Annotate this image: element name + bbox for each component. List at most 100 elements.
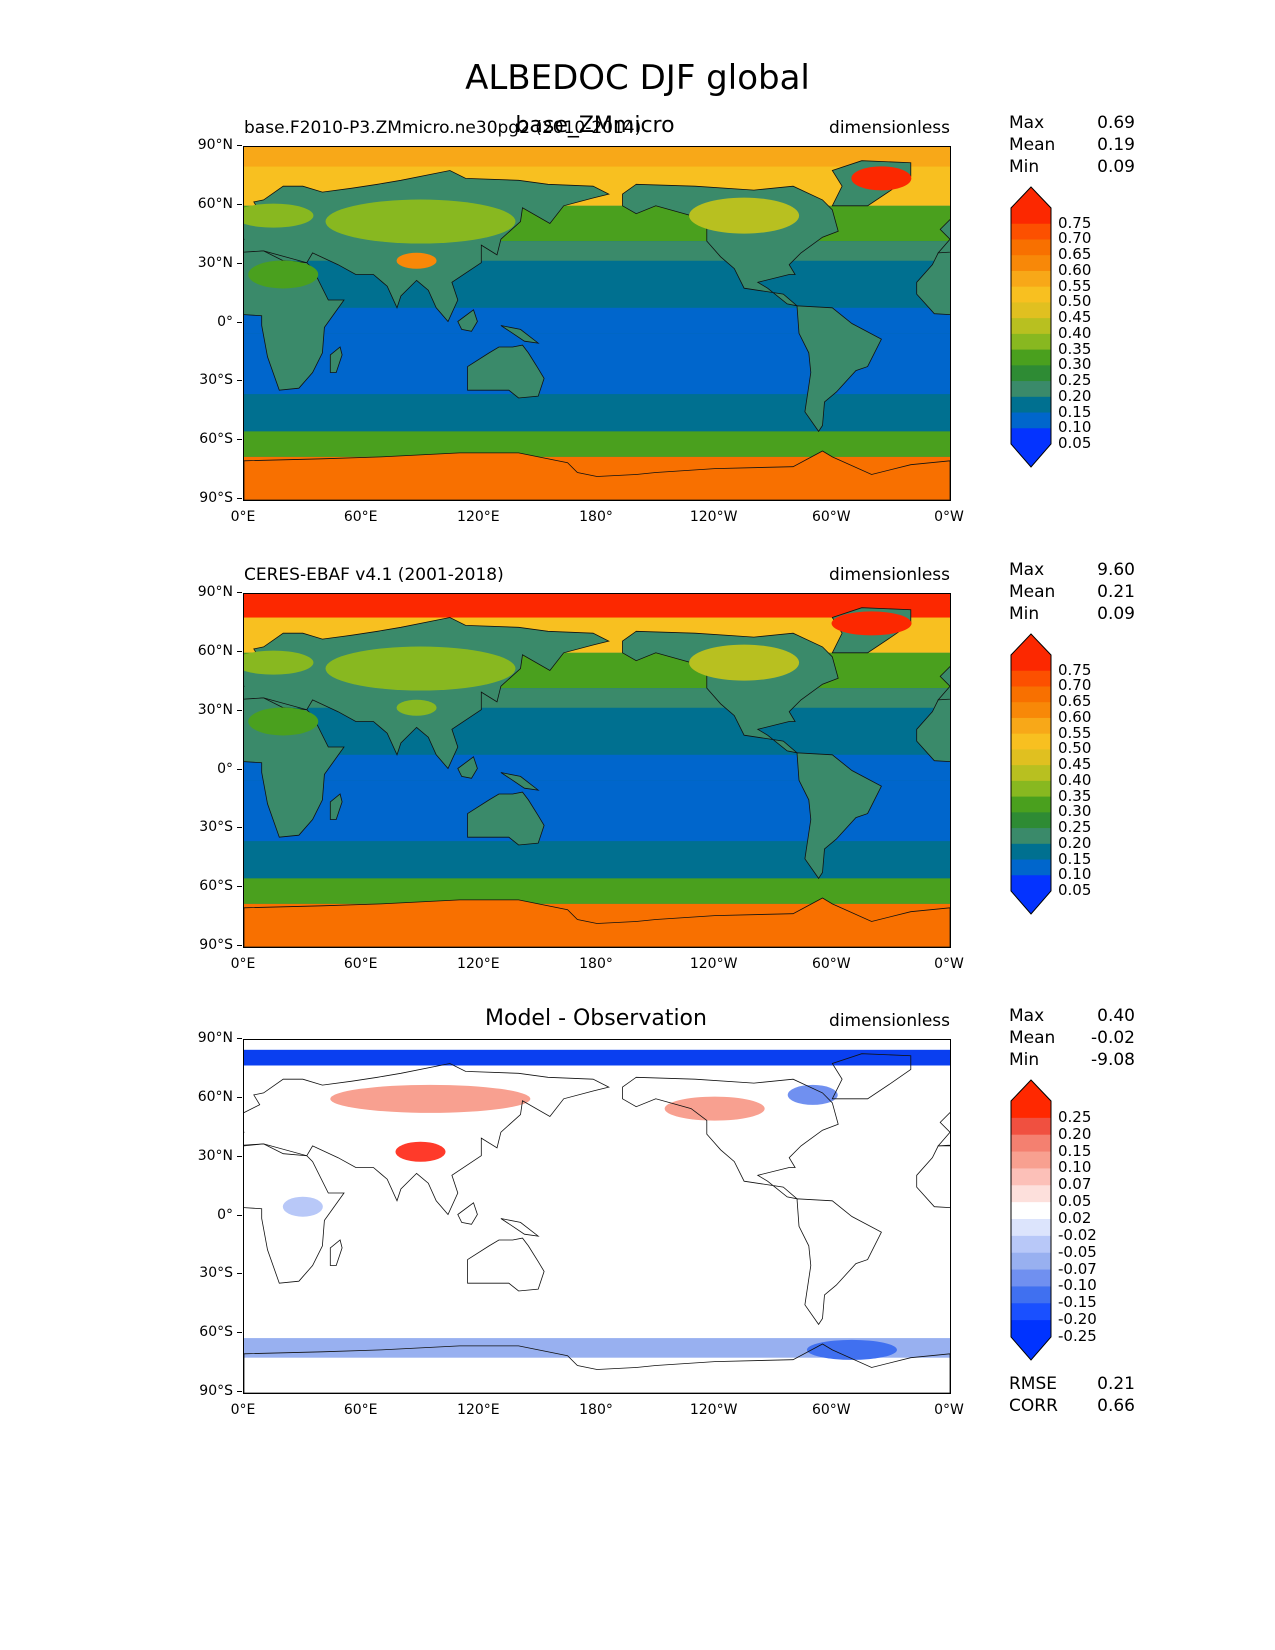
y-tick-label: 90°N <box>187 584 242 600</box>
colorbar-segment <box>1011 286 1051 303</box>
colorbar-segment <box>1011 655 1051 672</box>
x-tick-label: 0°E <box>230 509 256 525</box>
panel2-units: dimensionless <box>829 565 950 585</box>
colorbar-tick-label: 0.20 <box>1058 833 1092 852</box>
colorbar-tick-label: 0.65 <box>1058 692 1092 711</box>
africa-landmass-wrap <box>916 698 950 763</box>
colorbar <box>1010 186 1052 468</box>
y-tick-label: 90°N <box>187 1030 242 1046</box>
samerica-landmass <box>796 752 882 880</box>
asia-snow-region <box>325 646 516 691</box>
colorbar-max-extend <box>1011 634 1051 655</box>
colorbar-segment <box>1011 686 1051 703</box>
y-tick-label: 60°N <box>187 643 242 659</box>
panel2-left-title: CERES-EBAF v4.1 (2001-2018) <box>244 565 504 585</box>
colorbar-segment <box>1011 1320 1051 1338</box>
x-tick-label: 0°W <box>934 1402 964 1418</box>
samerica-landmass <box>796 305 882 433</box>
newguinea-landmass <box>500 325 540 344</box>
colorbar-segment <box>1011 1134 1051 1153</box>
colorbar-segment <box>1011 1185 1051 1203</box>
colorbar-segment <box>1011 670 1051 687</box>
southern-ocean-band <box>244 431 950 457</box>
colorbar-segment <box>1011 843 1051 861</box>
colorbar-segment <box>1011 733 1051 750</box>
y-tick-label: 30°S <box>187 1265 242 1281</box>
y-tick-label: 90°S <box>187 490 242 506</box>
stat-max-row: Max 0.40 <box>1009 1005 1135 1027</box>
madagascar-landmass <box>329 346 343 373</box>
colorbar-segment <box>1011 1101 1051 1119</box>
x-tick-label: 0°W <box>934 956 964 972</box>
colorbar-segment <box>1011 1303 1051 1321</box>
eurasia-landmass <box>244 617 610 770</box>
newguinea-landmass <box>500 772 540 791</box>
colorbar-segment <box>1011 1151 1051 1169</box>
x-tick-label: 0°E <box>230 956 256 972</box>
madagascar-landmass <box>329 793 343 820</box>
colorbar-segment <box>1011 812 1051 829</box>
africa-landmass <box>244 1143 345 1284</box>
asia-positive-region <box>330 1084 531 1113</box>
stat-value: 0.69 <box>1097 113 1135 133</box>
colorbar-tick-label: -0.05 <box>1058 1242 1097 1261</box>
stat-mean-row: Mean 0.21 <box>1009 581 1135 603</box>
x-tick-label: 180° <box>579 956 613 972</box>
sahara-region <box>248 707 319 736</box>
southern-ocean-band <box>244 878 950 904</box>
x-tick-label: 120°E <box>457 956 500 972</box>
colorbar-max-extend <box>1011 187 1051 208</box>
y-tick-label: 30°S <box>187 372 242 388</box>
namerica-landmass <box>622 1076 839 1200</box>
colorbar-tick-label: 0.05 <box>1058 434 1092 452</box>
colorbar-tick-label: 0.40 <box>1058 323 1092 342</box>
stat-max-row: Max 0.69 <box>1009 112 1135 134</box>
stat-value: 9.60 <box>1097 560 1135 580</box>
x-tick-label: 120°W <box>689 509 738 525</box>
panel1-center-title: base_ZMmicro <box>515 113 675 138</box>
colorbar-segment <box>1011 1117 1051 1136</box>
colorbar-segment <box>1011 765 1051 782</box>
y-tick-label: 60°N <box>187 196 242 212</box>
greenland-bright <box>851 166 912 191</box>
colorbar-tick-label: 0.60 <box>1058 707 1092 726</box>
y-tick-label: 0° <box>187 314 242 330</box>
x-tick-label: 180° <box>579 1402 613 1418</box>
colorbar-segment <box>1011 717 1051 735</box>
colorbar-segment <box>1011 1219 1051 1237</box>
colorbar-segment <box>1011 270 1051 288</box>
stat-label: CORR <box>1009 1396 1058 1416</box>
panel3-map <box>243 1039 951 1394</box>
y-tick-label: 30°N <box>187 1148 242 1164</box>
colorbar-segment <box>1011 412 1051 429</box>
panel3-error-stats: RMSE 0.21 CORR 0.66 <box>1009 1373 1135 1417</box>
colorbar-outline <box>1010 186 1052 468</box>
colorbar-outline <box>1010 633 1052 915</box>
x-tick-label: 60°E <box>343 509 378 525</box>
y-tick-label: 30°S <box>187 819 242 835</box>
colorbar-segment <box>1011 828 1051 845</box>
weddell-negative-region <box>806 1339 897 1360</box>
stat-min-row: Min 0.09 <box>1009 603 1135 625</box>
colorbar-tick-label: 0.45 <box>1058 755 1092 774</box>
y-tick-label: 90°S <box>187 1383 242 1399</box>
colorbar-min-extend <box>1011 1337 1051 1360</box>
colorbar-tick-label: 0.75 <box>1058 213 1092 232</box>
difference-field <box>244 1040 950 1393</box>
x-tick-label: 60°E <box>343 956 378 972</box>
stat-label: Max <box>1009 113 1045 133</box>
colorbar-tick-label: 0.10 <box>1058 418 1092 437</box>
colorbar-tick-label: 0.05 <box>1058 1192 1092 1211</box>
stat-max-row: Max 9.60 <box>1009 559 1135 581</box>
stat-label: Mean <box>1009 135 1056 155</box>
colorbar-tick-label: 0.05 <box>1058 881 1092 899</box>
greenland-landmass <box>831 1053 912 1100</box>
newguinea-landmass <box>500 1218 540 1237</box>
eurasia-landmass-wrap <box>937 219 950 254</box>
colorbar-segment <box>1011 255 1051 272</box>
colorbar-segment <box>1011 1168 1051 1186</box>
colorbar-tick-label: -0.25 <box>1058 1327 1097 1345</box>
namerica-snow-region <box>689 197 800 234</box>
tibet-region <box>396 699 437 716</box>
albedo-field <box>244 147 950 500</box>
